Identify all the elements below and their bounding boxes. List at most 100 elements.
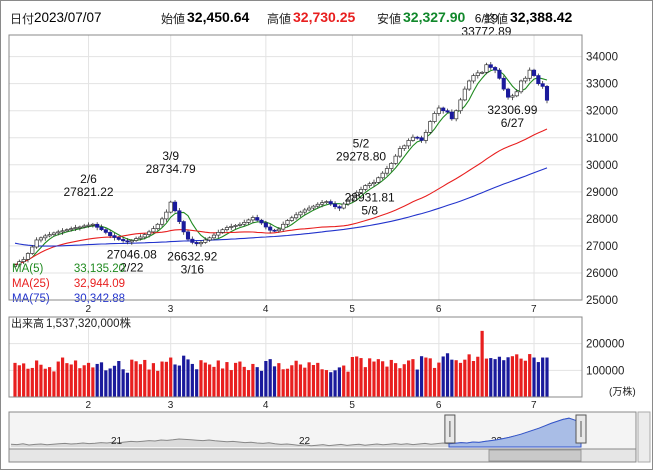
volume-bar — [307, 362, 311, 397]
legend-label: MA(25) — [12, 278, 50, 290]
candle-up — [34, 239, 39, 248]
candle-up — [129, 240, 134, 243]
volume-bar — [121, 369, 125, 397]
month-label-volume: 6 — [436, 400, 442, 411]
candle-down — [112, 235, 117, 238]
volume-bar — [510, 356, 514, 397]
scrollbar-thumb[interactable] — [488, 449, 582, 462]
candle-up — [363, 185, 368, 190]
navigator-side-button[interactable] — [637, 411, 651, 463]
candle-up — [458, 99, 463, 112]
volume-bar — [69, 364, 73, 397]
volume-axis: 100000 200000 — [586, 339, 624, 378]
candle-up — [294, 214, 299, 219]
candle-up — [467, 80, 472, 90]
volume-bar — [519, 358, 523, 397]
month-label: 2 — [86, 304, 92, 315]
volume-bar — [376, 359, 380, 397]
volume-bar — [445, 353, 450, 397]
volume-bar — [316, 362, 320, 397]
candle-up — [168, 201, 173, 213]
volume-bar — [151, 363, 156, 397]
month-label-volume: 3 — [168, 400, 174, 411]
volume-bar — [225, 362, 229, 397]
candle-down — [328, 201, 333, 205]
candle-up — [281, 223, 286, 230]
volume-bar — [368, 358, 372, 397]
volume-bar — [363, 367, 367, 397]
volume-bar — [195, 369, 199, 397]
volume-bar — [22, 363, 26, 397]
candle-up — [164, 211, 169, 220]
volume-bar — [467, 354, 471, 397]
volume-bar — [238, 361, 242, 397]
price-header: 日付 2023/07/07 始値 32,450.64 高値 32,730.25 … — [1, 1, 652, 35]
volume-bar — [411, 359, 415, 397]
volume-bar — [506, 357, 510, 397]
volume-bar — [259, 370, 264, 397]
volume-bar — [233, 362, 238, 397]
candle-up — [341, 203, 346, 209]
candle-down — [415, 136, 420, 139]
candle-down — [449, 111, 454, 120]
candle-up — [518, 80, 524, 93]
volume-bar — [182, 355, 186, 397]
candle-up — [211, 234, 217, 239]
ma-line-ma75 — [14, 167, 548, 247]
volume-bar — [60, 357, 65, 397]
candle-up — [311, 205, 316, 209]
candle-up — [307, 207, 312, 211]
candle-up — [43, 235, 48, 239]
candle-down — [181, 221, 186, 233]
volume-bar — [342, 365, 346, 397]
candle-up — [371, 182, 377, 185]
volume-bar — [532, 357, 536, 397]
volume-bar — [156, 370, 160, 397]
volume-bar — [17, 365, 21, 397]
volume-bar — [311, 365, 316, 397]
ma-line-ma5 — [14, 68, 548, 266]
candle-up — [220, 229, 225, 233]
month-label-volume: 7 — [531, 400, 537, 411]
candlesticks — [12, 62, 550, 268]
price-tick-label: 26000 — [586, 268, 618, 280]
volume-bar — [493, 359, 497, 397]
candle-up — [380, 172, 385, 179]
candle-up — [160, 218, 165, 225]
candle-down — [501, 77, 506, 90]
volume-bar — [255, 367, 259, 397]
candle-up — [350, 195, 355, 201]
volume-bar — [298, 364, 303, 397]
candle-up — [242, 222, 247, 225]
navigator-selection[interactable] — [444, 414, 587, 448]
volume-bar — [221, 368, 225, 397]
volume-bars — [13, 330, 549, 397]
candle-down — [333, 203, 338, 208]
candle-up — [315, 203, 320, 207]
annotation-value: 27821.22 — [63, 185, 113, 199]
candle-up — [47, 234, 52, 237]
candle-up — [12, 264, 18, 267]
horizontal-scrollbar[interactable] — [8, 448, 637, 463]
candle-down — [263, 222, 268, 228]
volume-bar — [143, 359, 147, 397]
volume-bar — [476, 356, 480, 397]
annotation-value: 28734.79 — [146, 162, 196, 176]
volume-bar — [82, 365, 86, 397]
price-tick-label: 34000 — [586, 52, 618, 64]
candle-up — [484, 64, 489, 73]
volume-bar — [536, 362, 540, 397]
candle-up — [410, 136, 415, 141]
candle-up — [203, 239, 208, 243]
candle-up — [73, 227, 78, 229]
volume-bar — [56, 361, 60, 397]
candle-down — [445, 110, 450, 113]
candle-down — [255, 217, 260, 221]
candle-up — [38, 237, 44, 241]
volume-bar — [95, 363, 99, 397]
navigator-selected-range[interactable] — [448, 417, 582, 448]
annotation-value: 33772.89 — [461, 25, 511, 39]
candle-up — [471, 75, 476, 82]
candle-down — [116, 237, 121, 240]
volume-bar — [242, 366, 246, 397]
